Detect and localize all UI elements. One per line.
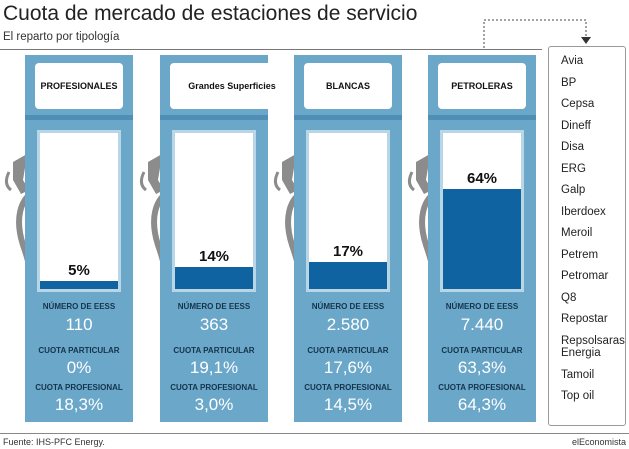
share-gauge: 14% [172, 130, 256, 292]
share-gauge: 64% [440, 130, 524, 292]
num-eess-value: 7.440 [460, 315, 504, 334]
title-divider [0, 49, 542, 50]
cuota-profesional-value: 64,3% [457, 395, 507, 414]
share-value-label: 64% [466, 170, 498, 188]
pump-3: BLANCAS 17% NÚMERO DE EESS 2.580 CUOTA PARTI… [294, 55, 402, 422]
share-gauge: 5% [37, 130, 121, 292]
share-bar [175, 267, 253, 289]
list-connector-arrow [483, 19, 591, 48]
list-item: Iberdoex [561, 205, 606, 218]
category-label: PROFESIONALES [35, 63, 123, 109]
num-eess-label: NÚMERO DE EESS [311, 302, 385, 311]
list-item: Repsolsaras Energia [561, 334, 625, 359]
list-item: Petromar [561, 270, 609, 282]
share-bar [443, 189, 521, 289]
list-item: BP [561, 76, 577, 89]
cuota-particular-value: 19,1% [189, 358, 239, 377]
list-item: Repostar [561, 313, 608, 325]
list-item: Top oil [561, 390, 595, 402]
list-item: Tamoil [561, 368, 595, 381]
num-eess-label: NÚMERO DE EESS [42, 302, 116, 311]
list-item: Avia [561, 55, 584, 67]
cuota-particular-value: 63,3% [457, 358, 507, 377]
chart-subtitle: El reparto por tipología [3, 31, 120, 43]
pump-4: PETROLERAS 64% NÚMERO DE EESS 7.440 CUOTA PA… [428, 55, 536, 422]
num-eess-label: NÚMERO DE EESS [177, 302, 251, 311]
pump-1: PROFESIONALES 5% NÚMERO DE EESS 110 CUOTA PA… [25, 55, 133, 422]
num-eess-value: 2.580 [326, 315, 370, 334]
num-eess-value: 363 [199, 315, 229, 334]
cuota-particular-label: CUOTA PARTICULAR [307, 346, 389, 355]
cuota-profesional-value: 3,0% [194, 395, 234, 414]
list-item: Petrem [561, 248, 599, 261]
list-item: Meroil [561, 227, 593, 239]
share-value-label: 5% [68, 262, 90, 280]
cuota-particular-label: CUOTA PARTICULAR [173, 346, 255, 355]
cuota-particular-label: CUOTA PARTICULAR [441, 346, 523, 355]
cuota-particular-value: 17,6% [323, 358, 373, 377]
share-bar [309, 262, 387, 289]
num-eess-value: 110 [65, 315, 93, 334]
category-label: BLANCAS [304, 63, 392, 109]
cuota-profesional-value: 18,3% [54, 395, 104, 414]
list-item: Galp [561, 184, 586, 196]
source-note: Fuente: IHS-PFC Energy. [3, 437, 105, 447]
cuota-particular-label: CUOTA PARTICULAR [38, 346, 120, 355]
list-item: Cepsa [561, 98, 595, 110]
cuota-particular-value: 0% [66, 358, 92, 377]
list-item: Disa [561, 141, 585, 153]
footer-divider [0, 433, 629, 434]
pump-shoulder [294, 115, 402, 120]
share-value-label: 17% [332, 243, 364, 261]
cuota-profesional-label: CUOTA PROFESIONAL [170, 383, 258, 392]
pump-2: Grandes Superficies 14% NÚMERO DE EESS 363 C… [160, 55, 294, 422]
category-label: PETROLERAS [438, 63, 526, 109]
list-item: ERG [561, 162, 586, 175]
cuota-profesional-label: CUOTA PROFESIONAL [35, 383, 123, 392]
chart-title: Cuota de mercado de estaciones de servic… [3, 2, 418, 25]
pump-shoulder [160, 115, 268, 120]
list-item: Q8 [561, 291, 577, 304]
category-label: Grandes Superficies [170, 63, 294, 109]
share-bar [40, 281, 118, 289]
pump-shoulder [25, 115, 133, 120]
list-item: Dineff [561, 119, 591, 132]
cuota-profesional-label: CUOTA PROFESIONAL [304, 383, 392, 392]
cuota-profesional-label: CUOTA PROFESIONAL [438, 383, 526, 392]
publisher-brand: elEconomista [571, 437, 626, 447]
share-value-label: 14% [198, 248, 230, 266]
share-gauge: 17% [306, 130, 390, 292]
num-eess-label: NÚMERO DE EESS [445, 302, 519, 311]
petroleras-list: Avia BP Cepsa Dineff Disa ERG Galp Iberdoex Mero… [548, 46, 626, 426]
cuota-profesional-value: 14,5% [323, 395, 373, 414]
pump-shoulder [428, 115, 536, 120]
